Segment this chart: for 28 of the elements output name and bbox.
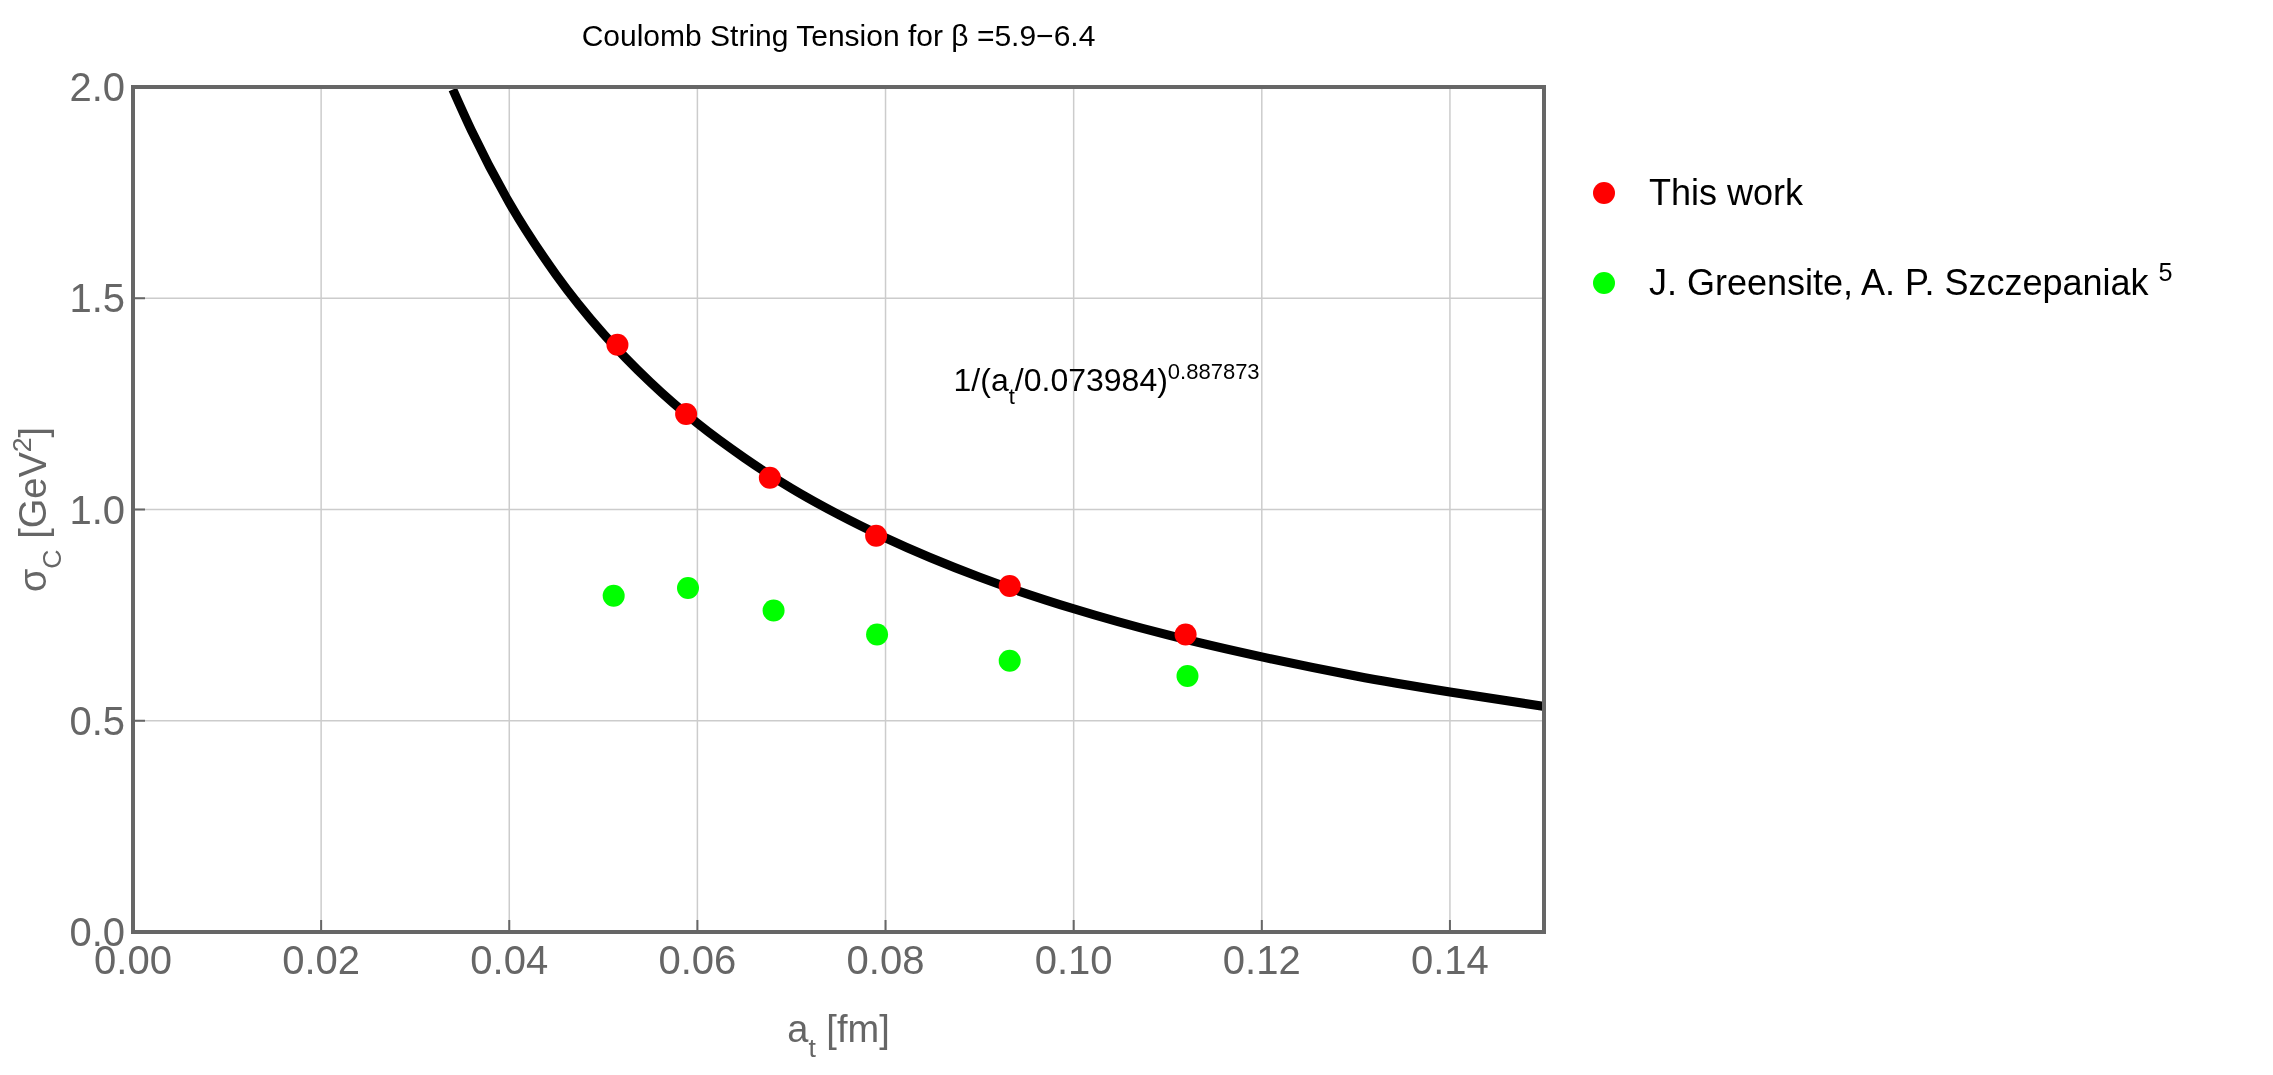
point <box>606 333 629 356</box>
point <box>758 466 781 489</box>
x-axis-title: a$_{t}$ [fm] <box>787 1008 890 1063</box>
point <box>675 403 698 426</box>
point <box>676 577 699 600</box>
point <box>866 623 889 646</box>
legend-label: This work <box>1649 172 1805 213</box>
x-tick-label: 0.12 <box>1222 938 1301 982</box>
point <box>998 649 1021 672</box>
x-tick-label: 0.04 <box>470 938 549 982</box>
annotation: 1/(a$_{t}$/0.073984)$^{0.887873}$ <box>953 358 1260 409</box>
y-tick-label: 1.5 <box>69 276 125 321</box>
y-tick-label: 1.0 <box>69 487 125 532</box>
y-tick-label: 0.5 <box>69 698 125 743</box>
x-tick-label: 0.02 <box>282 938 361 982</box>
point <box>602 584 625 607</box>
chart-title: Coulomb String Tension for β =5.9−6.4 <box>581 19 1096 52</box>
point <box>998 574 1021 597</box>
point <box>865 524 888 547</box>
x-tick-label: 0.10 <box>1034 938 1113 982</box>
y-tick-label: 2.0 <box>69 65 125 109</box>
point <box>762 599 785 622</box>
point <box>1174 623 1197 646</box>
point <box>1176 664 1199 687</box>
legend-label: J. Greensite, A. P. Szczepaniak $^{5}$ <box>1649 258 2173 303</box>
x-tick-label: 0.14 <box>1411 938 1489 982</box>
x-tick-label: 0.08 <box>846 938 925 982</box>
x-tick-label: 0.06 <box>658 938 737 982</box>
